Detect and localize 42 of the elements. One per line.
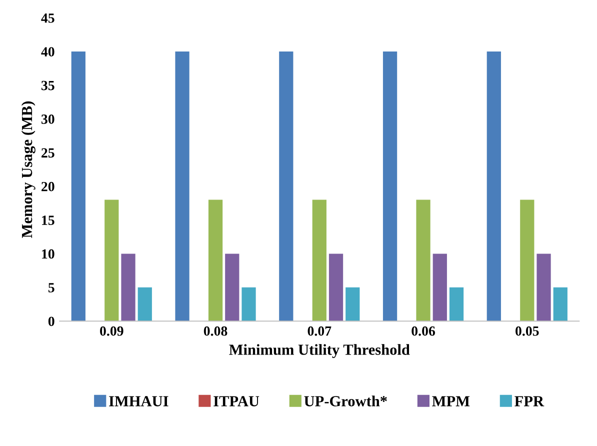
bar [520,200,534,322]
y-tick-label: 45 [41,14,54,23]
legend-label: ITPAU [214,396,260,406]
bar [449,287,464,322]
bar [279,52,294,322]
bar [382,52,398,322]
y-tick-label: 20 [42,182,54,192]
bar [121,254,136,322]
y-tick-label: 40 [41,47,54,56]
bar [486,52,501,322]
y-tick-label: 0 [48,316,54,326]
bar [242,287,256,322]
bar [208,200,223,322]
legend-label: UP-Growth* [304,396,387,406]
y-tick-label: 35 [41,80,54,90]
bar [328,254,344,322]
legend-label: MPM [432,396,470,406]
y-tick-label: 10 [42,249,54,259]
x-axis-title: Minimum Utility Threshold [229,344,410,358]
bar [138,287,152,322]
y-tick-label: 5 [48,283,54,292]
legend-label: IMHAUI [109,396,168,406]
bar [346,287,360,322]
x-tick-label: 0.07 [308,326,332,336]
x-tick-label: 0.08 [204,326,228,336]
y-axis-title: Memory Usage (MB) [21,101,36,238]
y-tick-label: 25 [42,148,54,158]
y-tick-label: 30 [41,114,54,124]
bar [536,254,551,322]
bar [175,52,190,322]
bar [225,254,240,322]
bar [416,200,430,322]
bar [71,52,86,322]
legend-label: FPR [514,396,544,406]
y-tick-label: 15 [42,216,54,225]
x-tick-label: 0.06 [412,326,436,336]
bar [104,200,119,322]
bar [553,287,568,322]
x-tick-label: 0.05 [516,326,539,336]
x-tick-label: 0.09 [100,326,124,336]
bar [432,254,447,322]
bar [312,200,326,322]
